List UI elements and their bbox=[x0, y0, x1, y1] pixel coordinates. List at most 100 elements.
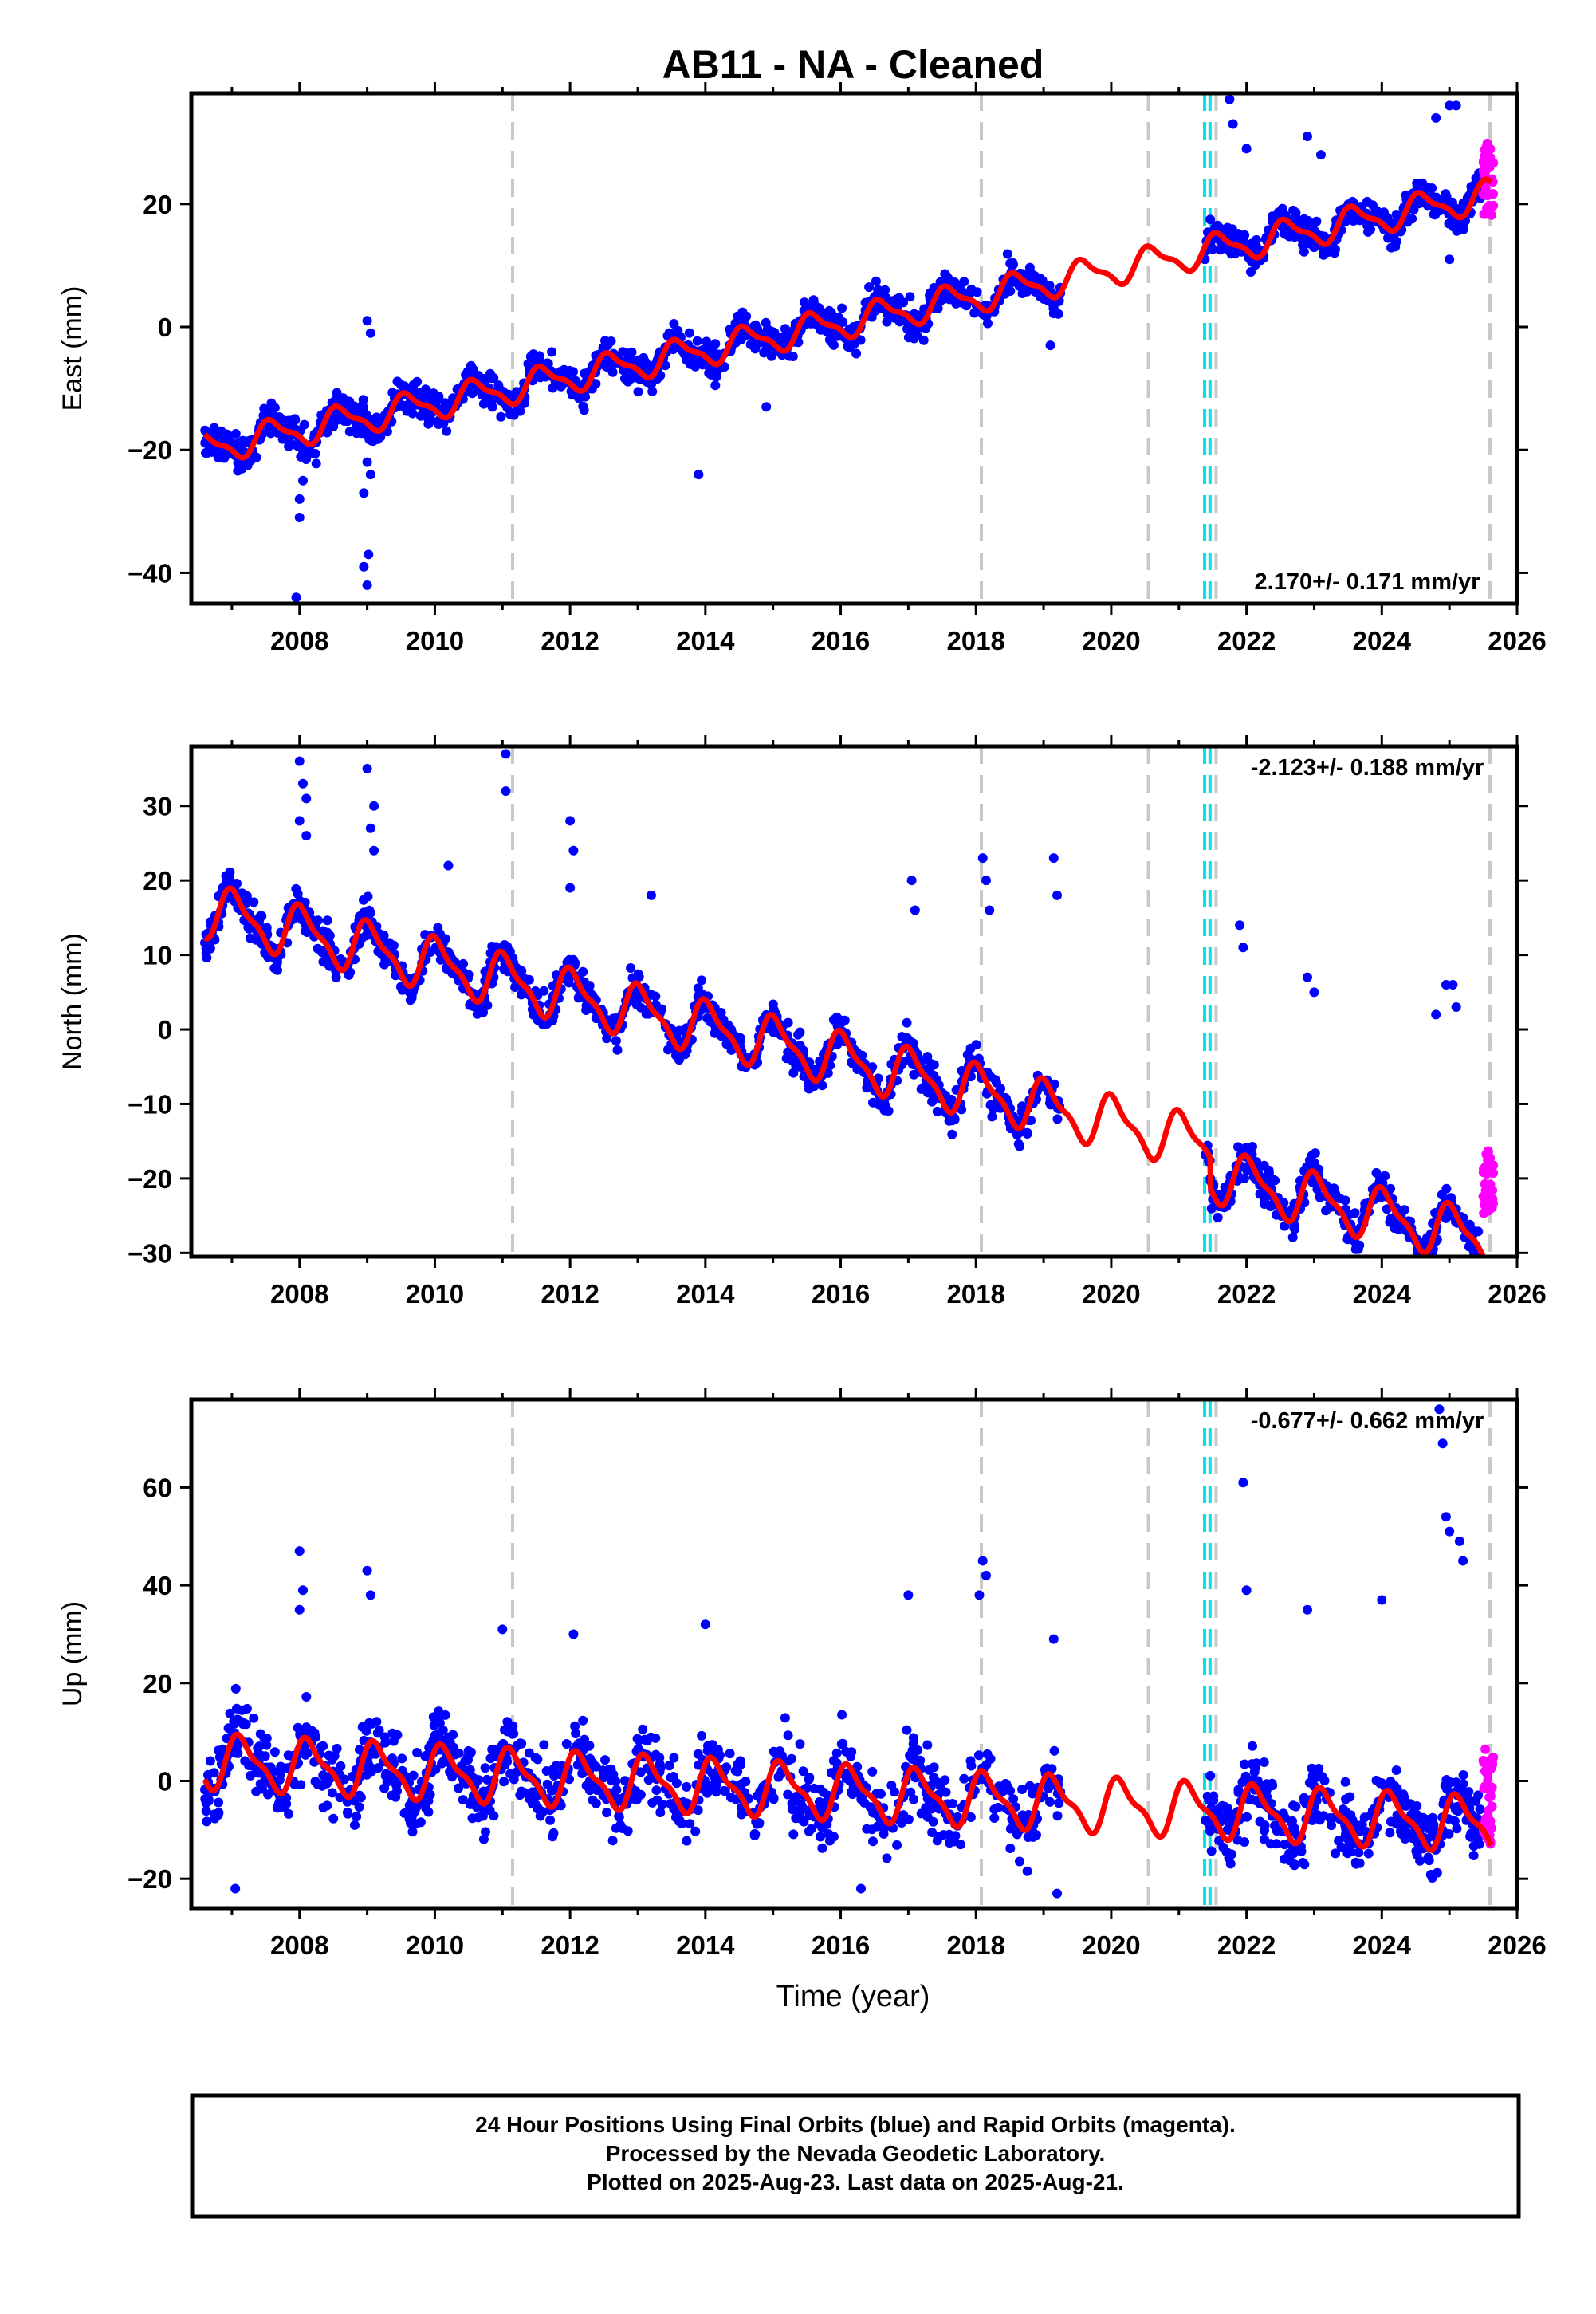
data-point bbox=[698, 359, 709, 369]
data-point bbox=[1386, 1816, 1396, 1827]
data-point bbox=[362, 1565, 372, 1576]
data-point bbox=[297, 475, 308, 486]
data-point bbox=[529, 1009, 539, 1020]
data-point bbox=[1363, 1848, 1374, 1859]
data-point bbox=[1309, 987, 1319, 998]
data-point bbox=[1424, 1856, 1434, 1866]
data-point bbox=[1401, 1826, 1411, 1836]
y-tick-label: 20 bbox=[143, 866, 172, 895]
data-point bbox=[1259, 1757, 1269, 1767]
data-point bbox=[635, 1767, 646, 1777]
data-point bbox=[301, 831, 312, 841]
data-point bbox=[753, 324, 762, 334]
rapid-point bbox=[1483, 1146, 1493, 1156]
data-point bbox=[301, 445, 311, 455]
data-point bbox=[788, 1068, 799, 1078]
data-point bbox=[694, 470, 704, 480]
data-point bbox=[1359, 1812, 1370, 1823]
data-point bbox=[1213, 1213, 1223, 1222]
data-point bbox=[294, 816, 305, 826]
data-point bbox=[332, 388, 342, 398]
data-point bbox=[1287, 1232, 1298, 1242]
data-point bbox=[925, 1058, 935, 1068]
data-point bbox=[1312, 1810, 1323, 1820]
data-point bbox=[1002, 249, 1012, 259]
data-point bbox=[668, 1772, 678, 1781]
data-point bbox=[969, 308, 980, 318]
data-point bbox=[965, 1756, 976, 1766]
data-point bbox=[284, 1808, 294, 1819]
data-point bbox=[578, 1715, 588, 1726]
y-axis-label: Up (mm) bbox=[57, 1601, 88, 1706]
data-point bbox=[932, 1836, 942, 1846]
data-point bbox=[949, 1115, 960, 1124]
data-point bbox=[289, 1779, 300, 1789]
data-point bbox=[1045, 1796, 1055, 1807]
data-point bbox=[1242, 1812, 1252, 1822]
data-point bbox=[726, 1793, 736, 1803]
data-point bbox=[787, 1798, 797, 1808]
data-point bbox=[1264, 1165, 1274, 1175]
data-point bbox=[497, 1624, 508, 1635]
data-point bbox=[480, 1763, 490, 1773]
data-point bbox=[959, 277, 969, 287]
data-point bbox=[1287, 1816, 1297, 1826]
data-point bbox=[1288, 1800, 1299, 1811]
data-point bbox=[657, 1004, 666, 1014]
data-point bbox=[733, 1766, 743, 1777]
data-point bbox=[1270, 1820, 1280, 1831]
data-point bbox=[715, 1750, 725, 1761]
data-point bbox=[321, 1778, 332, 1789]
data-point bbox=[921, 1080, 930, 1091]
data-point bbox=[293, 441, 303, 451]
data-point bbox=[1371, 1775, 1382, 1785]
data-point bbox=[1299, 214, 1309, 224]
data-point bbox=[412, 376, 423, 387]
data-point bbox=[1458, 1556, 1468, 1566]
data-point bbox=[591, 1798, 601, 1808]
data-point bbox=[573, 993, 584, 1003]
panel-frame bbox=[189, 91, 1519, 606]
panel-frame bbox=[189, 744, 1519, 1259]
data-point bbox=[1289, 1859, 1299, 1870]
data-point bbox=[607, 1836, 618, 1846]
data-point bbox=[294, 513, 305, 523]
data-point bbox=[1252, 1758, 1262, 1769]
data-point bbox=[788, 1829, 799, 1840]
data-point bbox=[406, 1800, 416, 1811]
data-point bbox=[1052, 890, 1063, 900]
data-point bbox=[611, 1036, 621, 1046]
data-point bbox=[365, 907, 375, 918]
data-point bbox=[340, 1774, 349, 1785]
data-point bbox=[1238, 943, 1248, 953]
data-point bbox=[804, 1826, 814, 1836]
data-point bbox=[607, 367, 618, 377]
data-point bbox=[655, 1759, 665, 1769]
chart-title: AB11 - NA - Cleaned bbox=[662, 42, 1044, 87]
rapid-point bbox=[1487, 1782, 1497, 1793]
data-point bbox=[478, 1811, 488, 1821]
data-point bbox=[294, 756, 305, 766]
data-point bbox=[1386, 1183, 1396, 1194]
data-point bbox=[693, 1749, 703, 1759]
data-point bbox=[275, 415, 285, 425]
data-point bbox=[655, 1808, 666, 1817]
data-point bbox=[985, 1100, 996, 1110]
data-point bbox=[1471, 1796, 1481, 1806]
data-point bbox=[205, 1756, 215, 1766]
data-point bbox=[725, 1749, 735, 1759]
data-point bbox=[721, 1039, 732, 1049]
data-point bbox=[690, 1826, 701, 1836]
x-tick-label: 2022 bbox=[1217, 1930, 1276, 1960]
model-fit-line bbox=[202, 885, 1487, 1257]
data-point bbox=[345, 967, 356, 978]
data-point bbox=[750, 1829, 761, 1840]
data-point bbox=[996, 1084, 1006, 1094]
rapid-orbit-points bbox=[1478, 1146, 1499, 1218]
data-point bbox=[1042, 1763, 1052, 1773]
rapid-point bbox=[1481, 1194, 1492, 1204]
data-point bbox=[438, 1757, 449, 1767]
data-point bbox=[1371, 1167, 1382, 1178]
data-point bbox=[281, 434, 292, 443]
